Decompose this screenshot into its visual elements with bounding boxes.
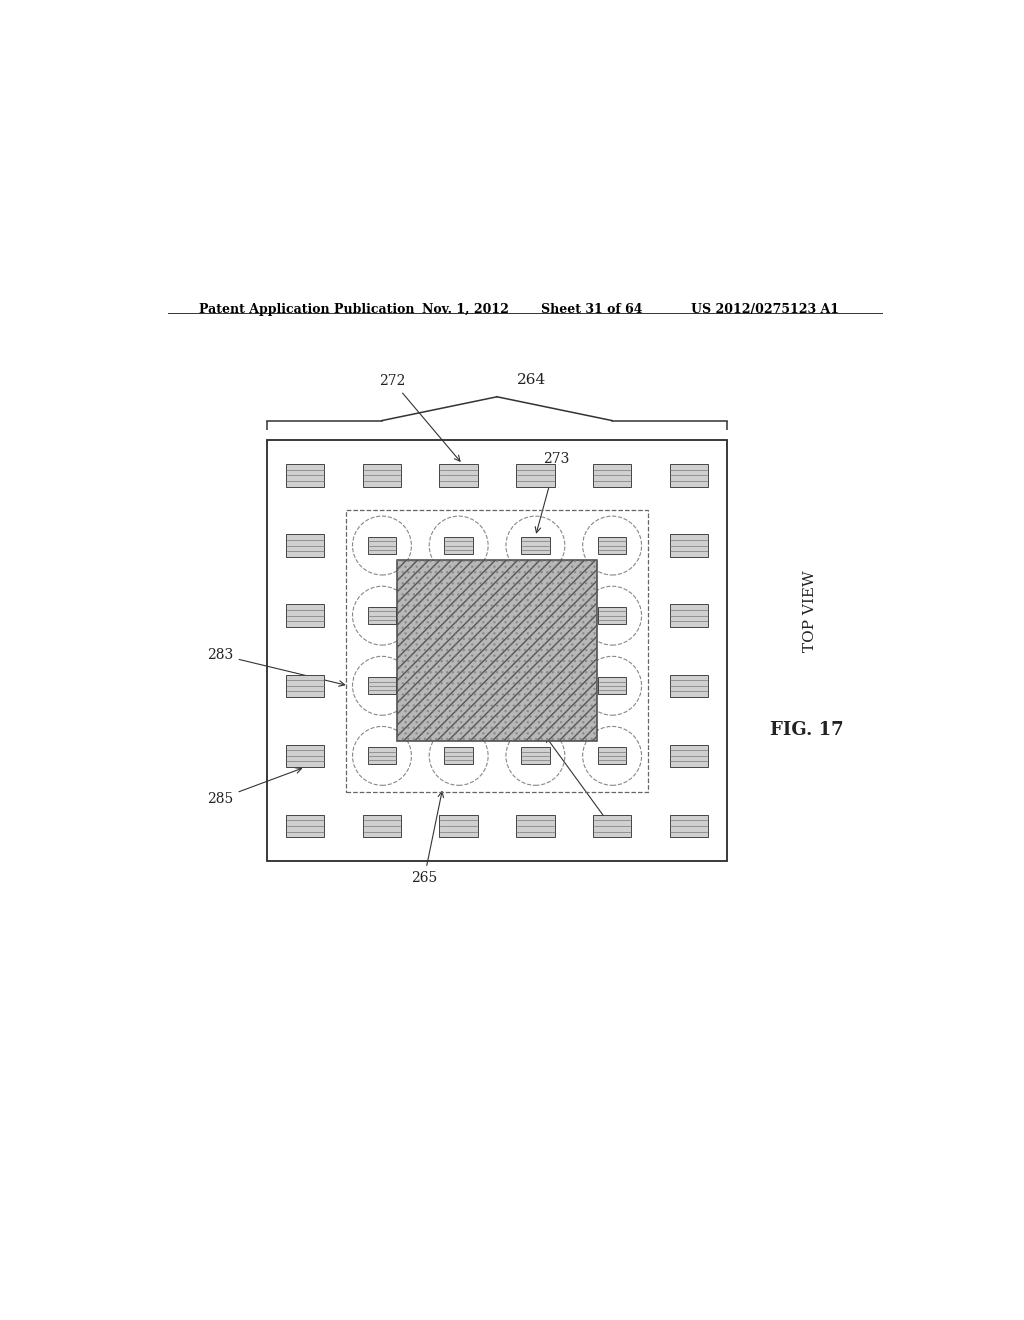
Bar bbox=[368, 677, 396, 694]
Circle shape bbox=[506, 726, 565, 785]
Bar bbox=[444, 607, 473, 624]
Bar bbox=[670, 814, 708, 837]
Text: 273: 273 bbox=[546, 737, 626, 834]
Bar bbox=[362, 814, 401, 837]
Circle shape bbox=[583, 586, 642, 645]
Text: 272: 272 bbox=[379, 374, 460, 461]
Bar bbox=[516, 814, 555, 837]
Bar bbox=[267, 441, 727, 861]
Circle shape bbox=[583, 656, 642, 715]
Bar bbox=[368, 747, 396, 764]
Circle shape bbox=[583, 516, 642, 576]
Circle shape bbox=[352, 586, 412, 645]
Circle shape bbox=[352, 656, 412, 715]
Bar bbox=[521, 607, 550, 624]
Circle shape bbox=[506, 586, 565, 645]
Bar bbox=[598, 537, 627, 554]
Bar bbox=[439, 465, 478, 487]
Text: TOP VIEW: TOP VIEW bbox=[804, 570, 817, 652]
Circle shape bbox=[583, 726, 642, 785]
Bar bbox=[368, 607, 396, 624]
Text: 273: 273 bbox=[536, 453, 569, 533]
Text: 264: 264 bbox=[517, 374, 546, 387]
Circle shape bbox=[429, 726, 488, 785]
Bar bbox=[598, 607, 627, 624]
Text: Patent Application Publication: Patent Application Publication bbox=[200, 304, 415, 315]
Bar bbox=[396, 560, 597, 741]
Bar bbox=[396, 560, 597, 741]
Text: Nov. 1, 2012: Nov. 1, 2012 bbox=[422, 304, 509, 315]
Bar bbox=[521, 677, 550, 694]
Text: 265: 265 bbox=[411, 792, 443, 884]
Bar bbox=[521, 747, 550, 764]
Bar bbox=[286, 535, 325, 557]
Bar bbox=[286, 675, 325, 697]
Circle shape bbox=[429, 656, 488, 715]
Circle shape bbox=[506, 516, 565, 576]
Bar bbox=[598, 747, 627, 764]
Circle shape bbox=[429, 586, 488, 645]
Text: FIG. 17: FIG. 17 bbox=[770, 721, 844, 739]
Bar bbox=[670, 675, 708, 697]
Bar bbox=[593, 814, 631, 837]
Bar bbox=[444, 537, 473, 554]
Bar bbox=[286, 605, 325, 627]
Bar bbox=[362, 465, 401, 487]
Text: US 2012/0275123 A1: US 2012/0275123 A1 bbox=[691, 304, 840, 315]
Bar bbox=[346, 510, 648, 792]
Bar bbox=[286, 465, 325, 487]
Bar bbox=[444, 677, 473, 694]
Bar bbox=[516, 465, 555, 487]
Bar bbox=[593, 465, 631, 487]
Bar bbox=[396, 560, 597, 741]
Text: Sheet 31 of 64: Sheet 31 of 64 bbox=[541, 304, 642, 315]
Circle shape bbox=[352, 516, 412, 576]
Bar bbox=[444, 747, 473, 764]
Circle shape bbox=[352, 726, 412, 785]
Bar bbox=[670, 535, 708, 557]
Bar bbox=[670, 744, 708, 767]
Bar bbox=[521, 537, 550, 554]
Bar bbox=[670, 605, 708, 627]
Text: 285: 285 bbox=[207, 768, 301, 805]
Bar bbox=[439, 814, 478, 837]
Bar bbox=[368, 537, 396, 554]
Circle shape bbox=[429, 516, 488, 576]
Bar bbox=[598, 677, 627, 694]
Bar bbox=[286, 814, 325, 837]
Bar bbox=[286, 744, 325, 767]
Bar bbox=[670, 465, 708, 487]
Text: 283: 283 bbox=[207, 648, 345, 686]
Circle shape bbox=[506, 656, 565, 715]
